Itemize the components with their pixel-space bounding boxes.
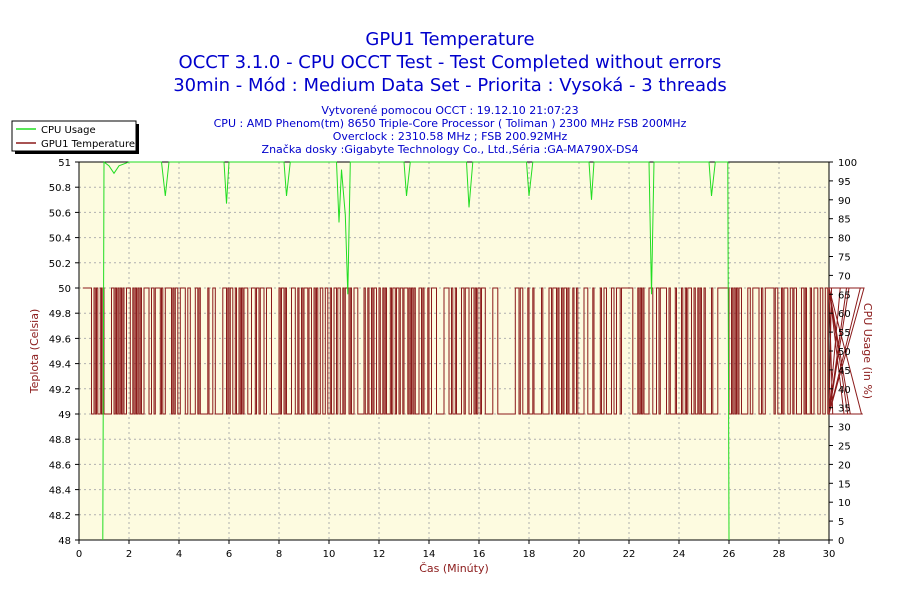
y-right-tick-label: 25 (838, 442, 851, 453)
axis-ticks: 0 2 4 6 8 10 12 14 16 18 20 22 24 26 28 304848.248.448.… (49, 158, 857, 560)
y-left-tick-label: 49 (58, 410, 71, 421)
info-cpu: CPU : AMD Phenom(tm) 8650 Triple-Core Pr… (214, 117, 687, 130)
x-tick-label: 0 (76, 549, 82, 560)
x-tick-label: 14 (423, 549, 436, 560)
y-right-tick-label: 80 (838, 234, 851, 245)
y-right-tick-label: 60 (838, 309, 851, 320)
gpu1-temperature-line (82, 287, 865, 415)
x-tick-label: 24 (673, 549, 686, 560)
y-left-tick-label: 49.6 (49, 334, 71, 345)
y-left-tick-label: 50.2 (49, 259, 71, 270)
x-tick-label: 2 (126, 549, 132, 560)
chart-title: GPU1 Temperature (365, 29, 534, 50)
y-left-tick-label: 50 (58, 284, 71, 295)
x-tick-label: 20 (573, 549, 586, 560)
x-tick-label: 26 (723, 549, 736, 560)
y-right-tick-label: 50 (838, 347, 851, 358)
y-axis-right-label: CPU Usage (in %) (861, 303, 874, 399)
y-right-tick-label: 65 (838, 290, 851, 301)
x-tick-label: 10 (323, 549, 336, 560)
y-right-tick-label: 70 (838, 271, 851, 282)
y-left-tick-label: 50.4 (49, 234, 71, 245)
x-axis-label: Čas (Minúty) (419, 562, 489, 575)
x-tick-label: 8 (276, 549, 282, 560)
x-tick-label: 18 (523, 549, 536, 560)
y-right-tick-label: 55 (838, 328, 851, 339)
y-right-tick-label: 40 (838, 385, 851, 396)
legend-box (11, 120, 137, 152)
y-right-tick-label: 95 (838, 177, 851, 188)
info-created: Vytvorené pomocou OCCT : 19.12.10 21:07:… (321, 104, 578, 117)
y-left-tick-label: 49.4 (49, 360, 71, 371)
x-tick-label: 22 (623, 549, 636, 560)
y-left-tick-label: 48.6 (49, 460, 71, 471)
y-right-tick-label: 5 (838, 517, 844, 528)
x-tick-label: 28 (773, 549, 786, 560)
y-right-tick-label: 20 (838, 460, 851, 471)
y-right-tick-label: 90 (838, 196, 851, 207)
y-right-tick-label: 15 (838, 479, 851, 490)
y-right-tick-label: 85 (838, 215, 851, 226)
chart-test-settings: 30min - Mód : Medium Data Set - Priorita… (173, 75, 727, 96)
y-axis-left-label: Teplota (Celsia) (28, 309, 41, 395)
y-right-tick-label: 35 (838, 404, 851, 415)
legend-label-gpu1-temperature: GPU1 Temperature (41, 139, 135, 150)
y-left-tick-label: 50.6 (49, 208, 71, 219)
y-right-tick-label: 45 (838, 366, 851, 377)
y-left-tick-label: 50.8 (49, 183, 71, 194)
plot-area (79, 162, 829, 540)
y-right-tick-label: 0 (838, 536, 844, 547)
y-left-tick-label: 49.8 (49, 309, 71, 320)
y-left-tick-label: 48.8 (49, 435, 71, 446)
y-left-tick-label: 48 (58, 536, 71, 547)
x-tick-label: 4 (176, 549, 182, 560)
info-motherboard: Značka dosky :Gigabyte Technology Co., L… (262, 143, 639, 156)
legend-label-cpu-usage: CPU Usage (41, 125, 96, 136)
x-tick-label: 30 (823, 549, 836, 560)
x-tick-label: 12 (373, 549, 386, 560)
y-right-tick-label: 100 (838, 158, 857, 169)
y-left-tick-label: 48.4 (49, 486, 71, 497)
y-left-tick-label: 48.2 (49, 511, 71, 522)
cpu-usage-line (102, 160, 730, 541)
info-overclock: Overclock : 2310.58 MHz ; FSB 200.92MHz (333, 130, 568, 143)
y-left-tick-label: 49.2 (49, 385, 71, 396)
x-tick-label: 6 (226, 549, 232, 560)
chart-subtitle: OCCT 3.1.0 - CPU OCCT Test - Test Comple… (179, 52, 722, 73)
y-right-tick-label: 30 (838, 423, 851, 434)
x-tick-label: 16 (473, 549, 486, 560)
y-right-tick-label: 10 (838, 498, 851, 509)
legend: CPU Usage GPU1 Temperature (11, 120, 139, 154)
y-left-tick-label: 51 (58, 158, 71, 169)
y-right-tick-label: 75 (838, 253, 851, 264)
